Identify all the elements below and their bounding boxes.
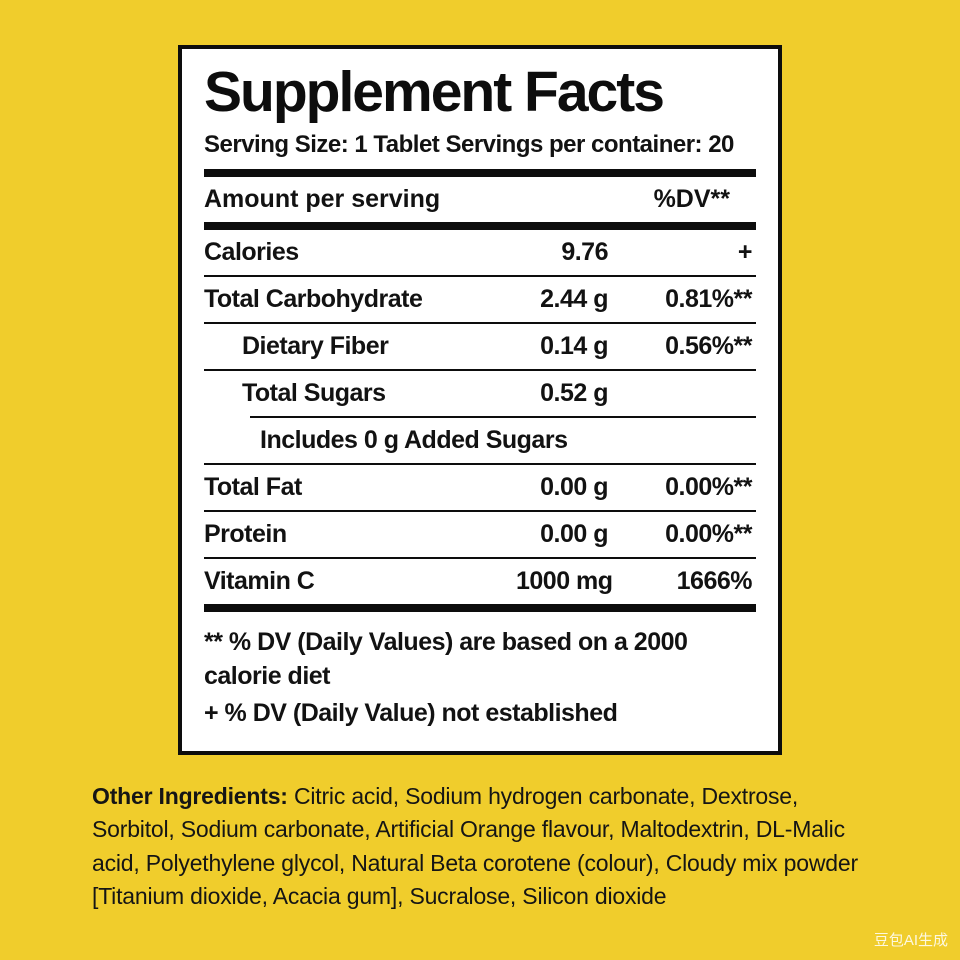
nutrient-name: Vitamin C xyxy=(204,566,315,595)
divider-thin xyxy=(204,509,756,512)
nutrient-amount: 0.52 g xyxy=(540,378,608,407)
nutrient-amount: 2.44 g xyxy=(540,284,608,313)
nutrient-name: Includes 0 g Added Sugars xyxy=(260,425,568,454)
nutrient-dv: 0.56%** xyxy=(665,331,752,360)
divider-thick-bottom xyxy=(204,603,756,612)
nutrient-row-vitamin-c: Vitamin C 1000 mg 1666% xyxy=(204,559,756,604)
nutrient-name: Total Sugars xyxy=(242,378,386,407)
header-percent-dv: %DV** xyxy=(653,184,730,213)
nutrient-row-protein: Protein 0.00 g 0.00%** xyxy=(204,512,756,557)
footnote-not-established: + % DV (Daily Value) not established xyxy=(204,699,618,728)
divider-thin-indented xyxy=(250,415,756,418)
divider-thick-header xyxy=(204,221,756,230)
nutrient-name: Dietary Fiber xyxy=(242,331,389,360)
nutrient-name: Protein xyxy=(204,519,287,548)
nutrient-amount: 9.76 xyxy=(561,237,608,266)
nutrient-dv: 0.81%** xyxy=(665,284,752,313)
nutrient-name: Calories xyxy=(204,237,299,266)
nutrient-dv: 0.00%** xyxy=(665,472,752,501)
nutrient-dv: + xyxy=(737,237,753,266)
divider-thin xyxy=(204,368,756,371)
nutrient-row-added-sugars: Includes 0 g Added Sugars xyxy=(204,418,756,463)
nutrient-row-total-sugars: Total Sugars 0.52 g xyxy=(204,371,756,416)
other-ingredients: Other Ingredients: Citric acid, Sodium h… xyxy=(92,780,878,913)
watermark: 豆包AI生成 xyxy=(873,932,948,949)
footnote-daily-values: ** % DV (Daily Values) are based on a 20… xyxy=(204,627,688,690)
divider-thin xyxy=(204,462,756,465)
nutrient-amount: 0.14 g xyxy=(540,331,608,360)
nutrient-name: Total Carbohydrate xyxy=(204,284,423,313)
nutrient-name: Total Fat xyxy=(204,472,302,501)
supplement-facts-panel: Supplement Facts Serving Size: 1 Tablet … xyxy=(178,45,782,755)
nutrient-dv: 1666% xyxy=(676,566,753,595)
divider-thin xyxy=(204,321,756,324)
divider-thin xyxy=(204,274,756,277)
serving-info: Serving Size: 1 Tablet Servings per cont… xyxy=(204,130,734,158)
nutrient-amount: 0.00 g xyxy=(540,472,608,501)
nutrient-amount: 0.00 g xyxy=(540,519,608,548)
nutrient-row-dietary-fiber: Dietary Fiber 0.14 g 0.56%** xyxy=(204,324,756,369)
nutrient-row-total-carbohydrate: Total Carbohydrate 2.44 g 0.81%** xyxy=(204,277,756,322)
panel-title: Supplement Facts xyxy=(204,60,665,124)
footnotes: ** % DV (Daily Values) are based on a 20… xyxy=(204,626,756,731)
table-header-row: Amount per serving %DV** xyxy=(204,177,756,222)
other-ingredients-label: Other Ingredients: xyxy=(92,783,288,809)
divider-thick-top xyxy=(204,168,756,177)
nutrient-dv: 0.00%** xyxy=(665,519,752,548)
header-amount-per-serving: Amount per serving xyxy=(204,184,441,213)
nutrient-row-calories: Calories 9.76 + xyxy=(204,230,756,275)
nutrient-row-total-fat: Total Fat 0.00 g 0.00%** xyxy=(204,465,756,510)
nutrient-amount: 1000 mg xyxy=(516,566,613,595)
other-ingredients-text: Citric acid, Sodium hydrogen carbonate, … xyxy=(92,783,858,910)
divider-thin xyxy=(204,556,756,559)
